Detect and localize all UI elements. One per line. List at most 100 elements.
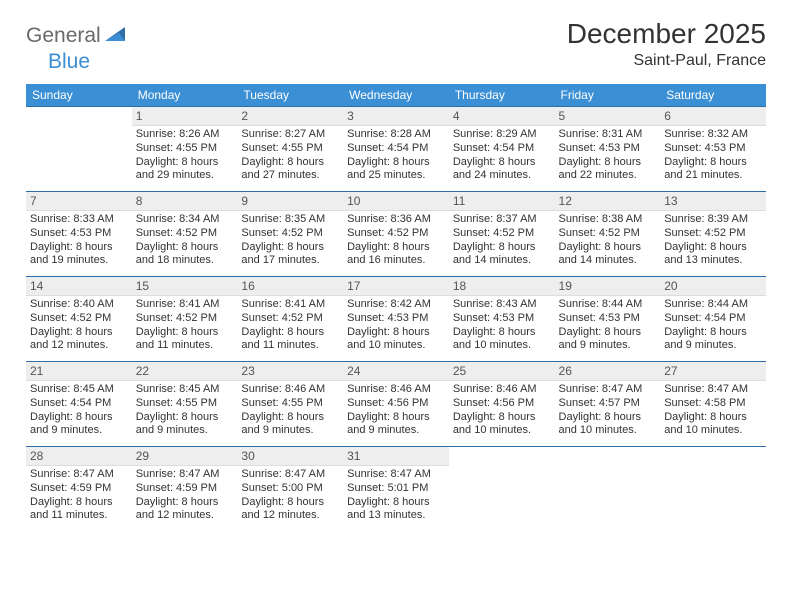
day-content-cell: Sunrise: 8:29 AMSunset: 4:54 PMDaylight:… [449, 126, 555, 192]
day-content-cell: Sunrise: 8:45 AMSunset: 4:54 PMDaylight:… [26, 381, 132, 447]
day-number-cell: 14 [26, 277, 132, 296]
calendar-table: Sunday Monday Tuesday Wednesday Thursday… [26, 84, 766, 532]
day-content-cell [26, 126, 132, 192]
sunrise-line: Sunrise: 8:41 AM [136, 298, 220, 310]
sunrise-line: Sunrise: 8:38 AM [559, 213, 643, 225]
day-content-cell: Sunrise: 8:34 AMSunset: 4:52 PMDaylight:… [132, 211, 238, 277]
sunset-line: Sunset: 4:59 PM [30, 482, 111, 494]
sunrise-line: Sunrise: 8:41 AM [241, 298, 325, 310]
daylight-line: Daylight: 8 hours and 16 minutes. [347, 241, 430, 267]
sunrise-line: Sunrise: 8:43 AM [453, 298, 537, 310]
day-number-cell: 12 [555, 192, 661, 211]
daylight-line: Daylight: 8 hours and 21 minutes. [664, 156, 747, 182]
day-number-cell: 18 [449, 277, 555, 296]
day-number-cell [660, 447, 766, 466]
sunrise-line: Sunrise: 8:32 AM [664, 128, 748, 140]
sunset-line: Sunset: 4:52 PM [241, 312, 322, 324]
sunrise-line: Sunrise: 8:39 AM [664, 213, 748, 225]
sunset-line: Sunset: 4:53 PM [347, 312, 428, 324]
day-number-cell: 13 [660, 192, 766, 211]
daylight-line: Daylight: 8 hours and 17 minutes. [241, 241, 324, 267]
day-number-cell [26, 107, 132, 126]
day-number-cell: 23 [237, 362, 343, 381]
sunset-line: Sunset: 4:54 PM [453, 142, 534, 154]
daynum-row: 21222324252627 [26, 362, 766, 381]
weekday-tuesday: Tuesday [237, 84, 343, 107]
day-content-cell: Sunrise: 8:47 AMSunset: 5:00 PMDaylight:… [237, 466, 343, 532]
day-content-cell: Sunrise: 8:44 AMSunset: 4:54 PMDaylight:… [660, 296, 766, 362]
day-content-cell: Sunrise: 8:35 AMSunset: 4:52 PMDaylight:… [237, 211, 343, 277]
sunrise-line: Sunrise: 8:47 AM [241, 468, 325, 480]
daylight-line: Daylight: 8 hours and 14 minutes. [453, 241, 536, 267]
sunset-line: Sunset: 4:55 PM [241, 397, 322, 409]
sunset-line: Sunset: 4:54 PM [347, 142, 428, 154]
sunset-line: Sunset: 4:55 PM [136, 397, 217, 409]
sunrise-line: Sunrise: 8:35 AM [241, 213, 325, 225]
calendar-page: General December 2025 Saint-Paul, France… [0, 0, 792, 532]
daylight-line: Daylight: 8 hours and 10 minutes. [559, 411, 642, 437]
day-content-cell: Sunrise: 8:46 AMSunset: 4:55 PMDaylight:… [237, 381, 343, 447]
day-content-cell: Sunrise: 8:47 AMSunset: 4:59 PMDaylight:… [132, 466, 238, 532]
sunset-line: Sunset: 4:52 PM [30, 312, 111, 324]
day-number-cell: 26 [555, 362, 661, 381]
day-content-cell: Sunrise: 8:36 AMSunset: 4:52 PMDaylight:… [343, 211, 449, 277]
daylight-line: Daylight: 8 hours and 13 minutes. [347, 496, 430, 522]
day-content-cell: Sunrise: 8:45 AMSunset: 4:55 PMDaylight:… [132, 381, 238, 447]
daylight-line: Daylight: 8 hours and 19 minutes. [30, 241, 113, 267]
daynum-row: 78910111213 [26, 192, 766, 211]
daylight-line: Daylight: 8 hours and 13 minutes. [664, 241, 747, 267]
sunrise-line: Sunrise: 8:42 AM [347, 298, 431, 310]
day-number-cell: 28 [26, 447, 132, 466]
sunset-line: Sunset: 5:01 PM [347, 482, 428, 494]
day-content-cell: Sunrise: 8:31 AMSunset: 4:53 PMDaylight:… [555, 126, 661, 192]
day-content-cell: Sunrise: 8:40 AMSunset: 4:52 PMDaylight:… [26, 296, 132, 362]
sunrise-line: Sunrise: 8:46 AM [453, 383, 537, 395]
day-content-cell: Sunrise: 8:46 AMSunset: 4:56 PMDaylight:… [449, 381, 555, 447]
day-content-cell: Sunrise: 8:47 AMSunset: 5:01 PMDaylight:… [343, 466, 449, 532]
daylight-line: Daylight: 8 hours and 9 minutes. [241, 411, 324, 437]
content-row: Sunrise: 8:33 AMSunset: 4:53 PMDaylight:… [26, 211, 766, 277]
sunset-line: Sunset: 4:55 PM [136, 142, 217, 154]
day-content-cell: Sunrise: 8:41 AMSunset: 4:52 PMDaylight:… [132, 296, 238, 362]
daylight-line: Daylight: 8 hours and 12 minutes. [136, 496, 219, 522]
sunset-line: Sunset: 4:52 PM [664, 227, 745, 239]
weekday-thursday: Thursday [449, 84, 555, 107]
day-content-cell: Sunrise: 8:27 AMSunset: 4:55 PMDaylight:… [237, 126, 343, 192]
day-number-cell: 24 [343, 362, 449, 381]
day-content-cell: Sunrise: 8:41 AMSunset: 4:52 PMDaylight:… [237, 296, 343, 362]
daylight-line: Daylight: 8 hours and 11 minutes. [30, 496, 113, 522]
daylight-line: Daylight: 8 hours and 25 minutes. [347, 156, 430, 182]
day-content-cell: Sunrise: 8:26 AMSunset: 4:55 PMDaylight:… [132, 126, 238, 192]
month-title: December 2025 [567, 18, 766, 50]
day-content-cell [555, 466, 661, 532]
daylight-line: Daylight: 8 hours and 11 minutes. [136, 326, 219, 352]
content-row: Sunrise: 8:26 AMSunset: 4:55 PMDaylight:… [26, 126, 766, 192]
day-number-cell: 11 [449, 192, 555, 211]
sunset-line: Sunset: 5:00 PM [241, 482, 322, 494]
sunset-line: Sunset: 4:58 PM [664, 397, 745, 409]
day-content-cell: Sunrise: 8:43 AMSunset: 4:53 PMDaylight:… [449, 296, 555, 362]
day-number-cell: 10 [343, 192, 449, 211]
weekday-friday: Friday [555, 84, 661, 107]
logo: General [26, 18, 127, 48]
sunset-line: Sunset: 4:57 PM [559, 397, 640, 409]
sunrise-line: Sunrise: 8:47 AM [136, 468, 220, 480]
sunset-line: Sunset: 4:52 PM [559, 227, 640, 239]
day-number-cell: 15 [132, 277, 238, 296]
day-content-cell: Sunrise: 8:42 AMSunset: 4:53 PMDaylight:… [343, 296, 449, 362]
weekday-sunday: Sunday [26, 84, 132, 107]
sunrise-line: Sunrise: 8:47 AM [559, 383, 643, 395]
content-row: Sunrise: 8:45 AMSunset: 4:54 PMDaylight:… [26, 381, 766, 447]
sunrise-line: Sunrise: 8:37 AM [453, 213, 537, 225]
day-content-cell [660, 466, 766, 532]
sunset-line: Sunset: 4:52 PM [453, 227, 534, 239]
day-number-cell: 2 [237, 107, 343, 126]
weekday-wednesday: Wednesday [343, 84, 449, 107]
sunset-line: Sunset: 4:56 PM [347, 397, 428, 409]
day-content-cell: Sunrise: 8:46 AMSunset: 4:56 PMDaylight:… [343, 381, 449, 447]
day-number-cell: 29 [132, 447, 238, 466]
day-content-cell: Sunrise: 8:44 AMSunset: 4:53 PMDaylight:… [555, 296, 661, 362]
weekday-saturday: Saturday [660, 84, 766, 107]
day-content-cell: Sunrise: 8:28 AMSunset: 4:54 PMDaylight:… [343, 126, 449, 192]
sunrise-line: Sunrise: 8:31 AM [559, 128, 643, 140]
